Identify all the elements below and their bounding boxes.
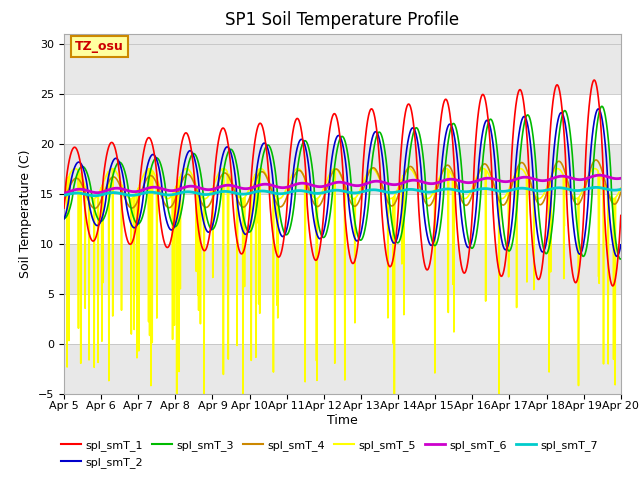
spl_smT_4 — [371, 166, 379, 171]
spl_smT_3 — [617, 256, 625, 262]
Line: spl_smT_2: spl_smT_2 — [64, 109, 621, 256]
spl_smT_7 — [60, 192, 68, 198]
spl_smT_4 — [568, 192, 575, 198]
Y-axis label: Soil Temperature (C): Soil Temperature (C) — [19, 149, 33, 278]
spl_smT_5 — [554, 166, 561, 171]
spl_smT_3 — [568, 143, 575, 149]
spl_smT_3 — [583, 242, 591, 248]
spl_smT_5 — [371, 168, 379, 173]
spl_smT_6 — [371, 179, 378, 184]
Text: TZ_osu: TZ_osu — [75, 40, 124, 53]
spl_smT_2 — [617, 242, 625, 248]
spl_smT_2 — [568, 202, 575, 207]
spl_smT_7 — [592, 184, 600, 190]
Line: spl_smT_1: spl_smT_1 — [64, 80, 621, 286]
spl_smT_7 — [216, 189, 223, 195]
Legend: spl_smT_1, spl_smT_2, spl_smT_3, spl_smT_4, spl_smT_5, spl_smT_6, spl_smT_7: spl_smT_1, spl_smT_2, spl_smT_3, spl_smT… — [57, 436, 602, 472]
Bar — [64, 193, 621, 243]
Line: spl_smT_3: spl_smT_3 — [64, 106, 621, 259]
spl_smT_6 — [358, 182, 366, 188]
spl_smT_2 — [60, 216, 68, 222]
Bar — [64, 344, 621, 394]
spl_smT_7 — [568, 187, 575, 193]
Bar — [64, 44, 621, 94]
spl_smT_1 — [590, 77, 598, 83]
spl_smT_7 — [371, 187, 379, 192]
spl_smT_1 — [60, 205, 68, 211]
spl_smT_4 — [216, 177, 223, 182]
spl_smT_6 — [617, 175, 625, 181]
spl_smT_7 — [584, 186, 591, 192]
spl_smT_1 — [358, 176, 366, 182]
spl_smT_2 — [358, 223, 366, 228]
spl_smT_5 — [568, 192, 576, 198]
spl_smT_6 — [583, 176, 591, 181]
spl_smT_5 — [200, 414, 208, 420]
spl_smT_4 — [60, 198, 68, 204]
spl_smT_5 — [504, 214, 512, 219]
Bar — [64, 94, 621, 144]
spl_smT_7 — [359, 189, 367, 194]
spl_smT_5 — [60, 185, 68, 191]
spl_smT_1 — [583, 130, 591, 136]
Line: spl_smT_5: spl_smT_5 — [64, 168, 621, 417]
spl_smT_6 — [216, 184, 223, 190]
spl_smT_4 — [584, 177, 591, 183]
spl_smT_2 — [613, 253, 621, 259]
spl_smT_6 — [568, 175, 575, 181]
spl_smT_7 — [617, 186, 625, 192]
spl_smT_4 — [91, 205, 99, 211]
spl_smT_2 — [595, 106, 602, 112]
spl_smT_3 — [358, 236, 366, 241]
Line: spl_smT_7: spl_smT_7 — [64, 187, 621, 196]
spl_smT_6 — [504, 179, 512, 184]
spl_smT_3 — [216, 205, 223, 211]
spl_smT_6 — [596, 172, 604, 178]
spl_smT_1 — [504, 231, 512, 237]
spl_smT_3 — [371, 142, 378, 148]
spl_smT_2 — [504, 242, 512, 248]
spl_smT_3 — [60, 216, 68, 221]
spl_smT_1 — [617, 213, 625, 218]
Bar — [64, 243, 621, 294]
spl_smT_1 — [216, 134, 223, 140]
Line: spl_smT_4: spl_smT_4 — [64, 160, 621, 208]
spl_smT_4 — [617, 190, 625, 195]
spl_smT_2 — [371, 130, 378, 135]
Bar — [64, 294, 621, 344]
spl_smT_5 — [359, 181, 367, 187]
Title: SP1 Soil Temperature Profile: SP1 Soil Temperature Profile — [225, 11, 460, 29]
spl_smT_6 — [60, 191, 68, 196]
spl_smT_3 — [617, 256, 625, 262]
spl_smT_3 — [598, 103, 606, 109]
spl_smT_5 — [617, 185, 625, 191]
spl_smT_7 — [504, 188, 512, 193]
spl_smT_1 — [568, 263, 575, 269]
spl_smT_2 — [216, 171, 223, 177]
spl_smT_4 — [592, 157, 600, 163]
spl_smT_1 — [371, 113, 378, 119]
spl_smT_2 — [583, 213, 591, 218]
spl_smT_7 — [91, 193, 99, 199]
spl_smT_4 — [504, 194, 512, 200]
spl_smT_5 — [584, 176, 591, 181]
spl_smT_3 — [504, 247, 512, 253]
spl_smT_4 — [359, 188, 367, 194]
Line: spl_smT_6: spl_smT_6 — [64, 175, 621, 193]
Bar — [64, 144, 621, 193]
X-axis label: Time: Time — [327, 414, 358, 427]
spl_smT_5 — [216, 169, 223, 175]
spl_smT_1 — [609, 283, 617, 289]
